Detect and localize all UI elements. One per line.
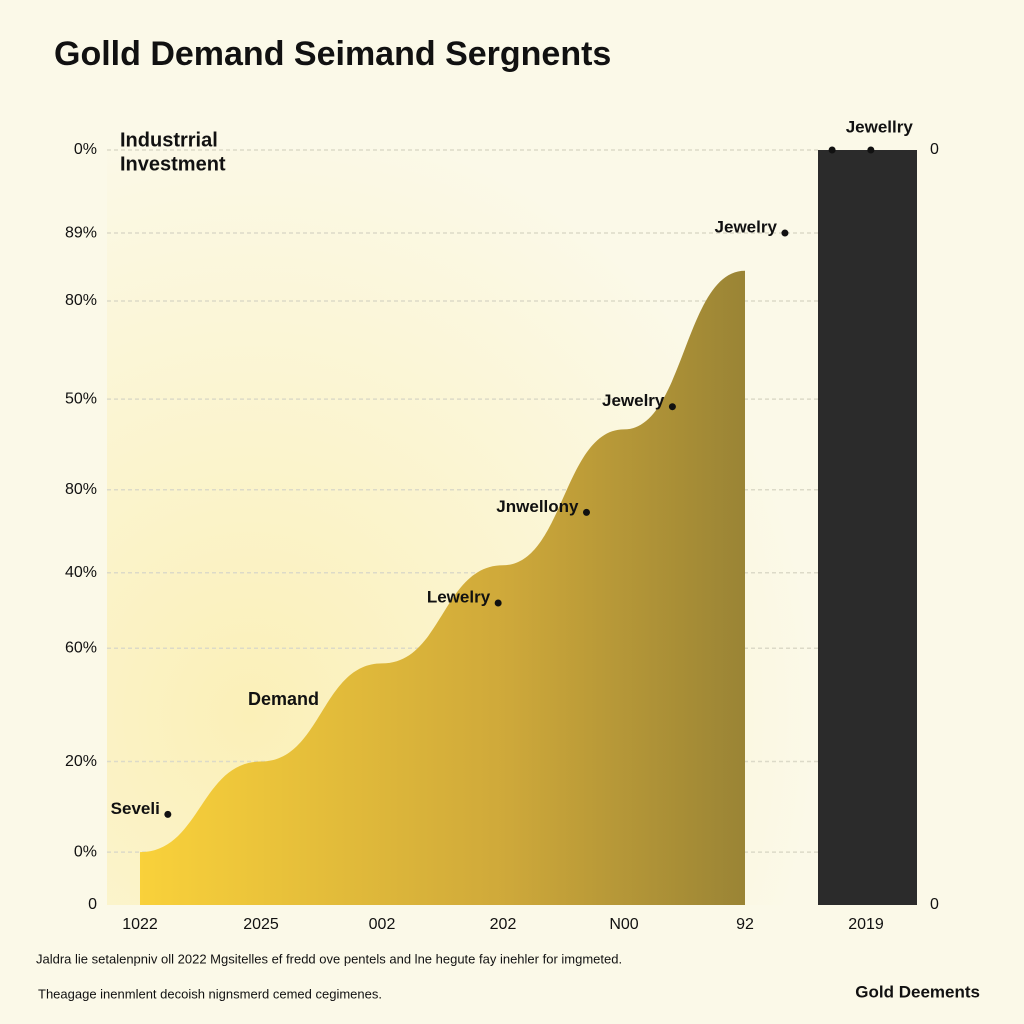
series-label: Demand: [248, 689, 319, 709]
annotation-label: Lewelry: [427, 587, 491, 606]
annotation-marker: [781, 229, 789, 237]
chart-title: Golld Demand Seimand Sergnents: [54, 35, 611, 73]
annotation-marker: [494, 599, 502, 607]
area: [140, 270, 745, 905]
annotation-label: Jnwellony: [496, 497, 579, 516]
annotation-label: Seveli: [111, 799, 160, 818]
y-tick-label: 0: [88, 896, 97, 913]
y-tick-label: 80%: [65, 292, 97, 309]
annotation-label: Jewelry: [715, 218, 778, 237]
annotation-label: Jewelry: [602, 391, 665, 410]
x-tick-label: N00: [609, 916, 638, 933]
annotation-marker: [867, 146, 875, 154]
corner-label: Investment: [120, 153, 226, 175]
x-tick-label: 2019: [848, 916, 884, 933]
footnote: Theagage inenmlent decoish nignsmerd cem…: [38, 986, 382, 1001]
y2-tick-label: 0: [930, 141, 939, 158]
footnote: Jaldra lie setalenpniv oll 2022 Mgsitell…: [36, 951, 622, 966]
x-tick-label: 002: [369, 916, 396, 933]
annotation-marker: [582, 508, 590, 516]
y-tick-label: 40%: [65, 564, 97, 581]
x-tick-label: 2025: [243, 916, 279, 933]
x-tick-label: 92: [736, 916, 754, 933]
y-tick-label: 0%: [74, 141, 97, 158]
y-tick-label: 89%: [65, 224, 97, 241]
annotation-marker: [668, 403, 676, 411]
bar: [818, 150, 917, 905]
x-tick-label: 1022: [122, 916, 158, 933]
annotation-marker: [828, 146, 836, 154]
x-tick-label: 202: [490, 916, 517, 933]
y-tick-label: 50%: [65, 390, 97, 407]
y-tick-label: 60%: [65, 640, 97, 657]
brand: Gold Deements: [855, 982, 980, 1001]
annotation-marker: [164, 810, 172, 818]
annotation-label: Jewellry: [846, 117, 914, 136]
y-tick-label: 0%: [74, 843, 97, 860]
y-tick-label: 20%: [65, 753, 97, 770]
y2-tick-label: 0: [930, 896, 939, 913]
y-tick-label: 80%: [65, 481, 97, 498]
corner-label: Industrrial: [120, 129, 218, 151]
